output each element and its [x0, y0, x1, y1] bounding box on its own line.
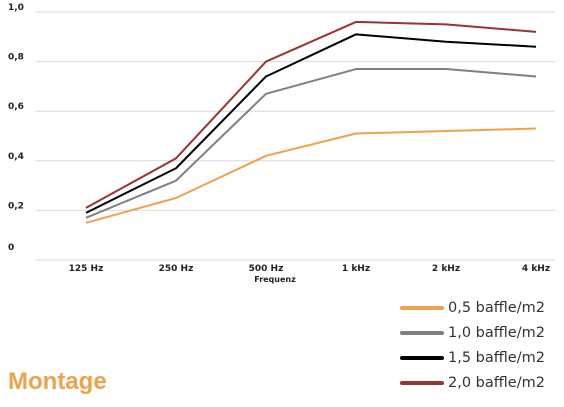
y-tick-label: 0,8 [8, 53, 24, 63]
legend-item: 1,5 baffle/m2 [400, 345, 564, 370]
y-tick-label: 1,0 [8, 3, 24, 13]
x-tick-label: 125 Hz [69, 264, 104, 274]
legend-label: 1,0 baffle/m2 [448, 324, 545, 341]
legend-item: 1,0 baffle/m2 [400, 320, 564, 345]
legend-item: 2,0 baffle/m2 [400, 370, 564, 395]
y-tick-label: 0,2 [8, 201, 24, 211]
x-tick-label: 4 kHz [522, 264, 550, 274]
y-tick-label: 0 [8, 243, 14, 253]
legend-item: 0,5 baffle/m2 [400, 295, 564, 320]
series-line [85, 68, 537, 219]
line-chart: 0 0,2 0,4 0,6 0,8 1,0 125 Hz 250 Hz 500 Hz 1 kHz 2… [8, 3, 555, 284]
x-tick-label: 250 Hz [159, 264, 194, 274]
legend-label: 2,0 baffle/m2 [448, 374, 545, 391]
section-title: Montage [8, 368, 107, 395]
series-line [85, 33, 537, 214]
legend-label: 0,5 baffle/m2 [448, 299, 545, 316]
x-tick-label: 1 kHz [342, 264, 370, 274]
x-tick-label: 500 Hz [249, 264, 284, 274]
legend-label: 1,5 baffle/m2 [448, 349, 545, 366]
x-axis-label: Frequenz [254, 275, 296, 284]
series-line [85, 20, 537, 209]
legend-swatch [400, 330, 444, 335]
legend-swatch [400, 380, 444, 385]
legend-swatch [400, 305, 444, 310]
x-tick-label: 2 kHz [432, 264, 460, 274]
series-line [85, 127, 537, 224]
legend-swatch [400, 355, 444, 360]
y-tick-label: 0,6 [8, 102, 24, 112]
y-tick-label: 0,4 [8, 152, 24, 162]
legend: 0,5 baffle/m2 1,0 baffle/m2 1,5 baffle/m… [400, 295, 564, 395]
